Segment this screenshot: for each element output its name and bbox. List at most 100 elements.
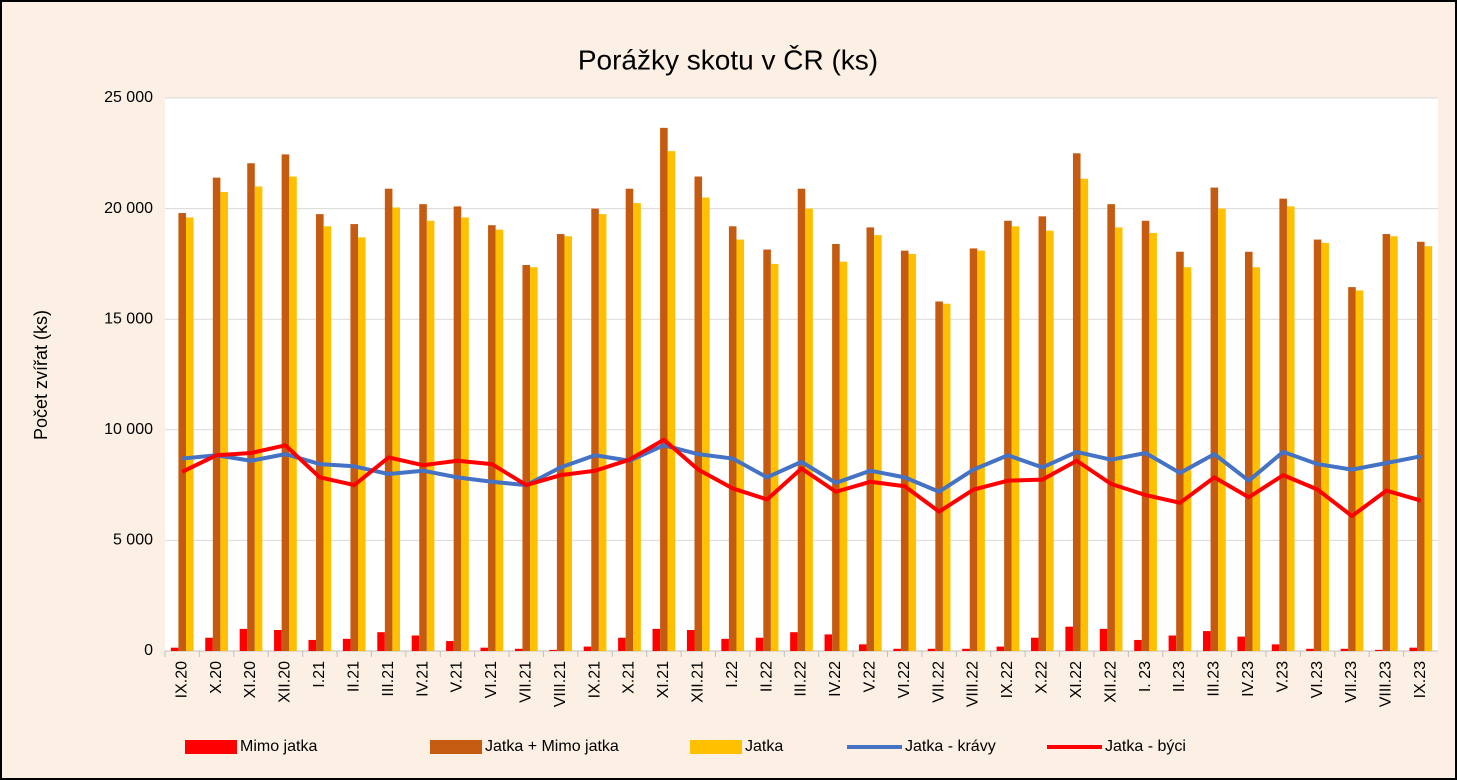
bar [178, 213, 186, 652]
x-tick-label: VIII.22 [965, 661, 982, 707]
bar [1046, 230, 1054, 651]
bar [1244, 251, 1253, 651]
bar [1011, 226, 1020, 651]
bar [212, 177, 221, 651]
bar [900, 250, 909, 652]
bar [755, 637, 764, 651]
bar [384, 188, 393, 651]
bar [1004, 220, 1012, 652]
bar [1252, 267, 1261, 651]
bar [969, 248, 978, 651]
x-tick-label: VI.23 [1309, 661, 1326, 698]
bar [866, 227, 875, 652]
x-tick-label: I. 23 [1137, 661, 1154, 692]
bar [342, 638, 351, 651]
bar [839, 261, 848, 651]
x-tick-label: III.23 [1206, 661, 1223, 697]
bar [461, 217, 469, 651]
bar [625, 188, 634, 651]
bar [1065, 626, 1073, 651]
bar [667, 151, 676, 651]
bar [358, 237, 366, 651]
x-tick-label: II.21 [345, 661, 362, 692]
bar [805, 208, 813, 651]
legend-label: Mimo jatka [240, 738, 317, 755]
bar [480, 647, 489, 651]
y-tick-label: 15 000 [104, 310, 153, 327]
bar [247, 163, 255, 651]
bar [598, 214, 607, 651]
bar [281, 154, 290, 651]
bar [977, 250, 985, 652]
legend-label: Jatka - krávy [905, 738, 996, 755]
bar [583, 646, 592, 651]
bar [1355, 290, 1364, 651]
x-tick-label: VII.23 [1343, 661, 1360, 703]
bar [832, 243, 840, 651]
bar [530, 267, 538, 651]
bar [1072, 153, 1081, 652]
bar [522, 265, 531, 651]
bar [549, 649, 557, 651]
x-tick-label: VII.21 [517, 661, 534, 703]
bar [1375, 649, 1383, 651]
bar [1168, 635, 1177, 651]
x-tick-label: X.21 [621, 661, 638, 694]
x-tick-label: XI.22 [1068, 661, 1085, 698]
x-tick-label: VIII.21 [552, 661, 569, 707]
bar [289, 176, 297, 651]
bar [962, 648, 970, 651]
x-tick-label: I.21 [311, 661, 328, 688]
bar [1141, 220, 1150, 652]
x-tick-label: XII.22 [1102, 661, 1119, 703]
bar [1030, 637, 1039, 651]
bar [1424, 246, 1433, 652]
x-tick-label: III.22 [793, 661, 810, 697]
y-tick-label: 10 000 [104, 421, 153, 438]
x-tick-label: V.22 [862, 661, 879, 693]
y-tick-label: 25 000 [104, 89, 153, 106]
bar [1107, 204, 1115, 651]
legend-label: Jatka - býci [1105, 738, 1186, 755]
bar [824, 634, 833, 651]
x-tick-label: IX.20 [173, 661, 190, 698]
bar [686, 629, 695, 651]
bar [426, 220, 435, 652]
x-tick-label: IX.23 [1412, 661, 1429, 698]
bar [1038, 216, 1047, 652]
bar [660, 127, 668, 651]
y-tick-label: 0 [144, 642, 153, 659]
x-tick-label: IX.22 [999, 661, 1016, 698]
legend-swatch [690, 740, 742, 754]
line [182, 443, 1422, 494]
bar [1382, 234, 1391, 651]
bar [694, 176, 703, 651]
legend-label: Jatka [745, 738, 783, 755]
bar [1409, 647, 1418, 651]
bar [728, 226, 737, 651]
bar [1417, 241, 1425, 651]
x-tick-label: X.22 [1034, 661, 1051, 694]
bar [618, 637, 626, 651]
bar [488, 225, 496, 651]
x-tick-label: XI.21 [655, 661, 672, 698]
bar [721, 638, 729, 651]
bar [702, 197, 710, 652]
bar [927, 648, 936, 651]
bar [1176, 251, 1184, 651]
legend-swatch [185, 740, 237, 754]
x-tick-label: XI.20 [242, 661, 259, 698]
bar [308, 639, 317, 651]
bar [908, 253, 917, 652]
x-tick-label: X.20 [208, 661, 225, 694]
bar [1390, 236, 1398, 651]
bar [736, 239, 745, 651]
bar [1218, 208, 1226, 651]
x-tick-label: VI.22 [896, 661, 913, 698]
bar [1321, 242, 1329, 652]
x-tick-label: XII.21 [690, 661, 707, 703]
x-tick-label: I.22 [724, 661, 741, 688]
bar [1271, 644, 1280, 651]
bar [205, 637, 213, 651]
bar [1286, 206, 1295, 651]
